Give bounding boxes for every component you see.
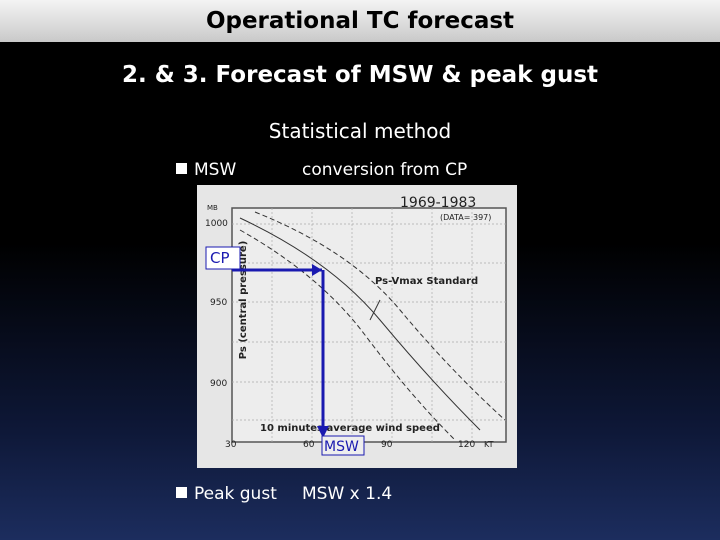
bullet: Peak gust MSW x 1.4 bbox=[176, 484, 392, 504]
x-label: 30 bbox=[225, 440, 237, 450]
bullet-label: MSW bbox=[194, 160, 237, 180]
header-title: Operational TC forecast bbox=[0, 0, 720, 42]
slide-title: 2. & 3. Forecast of MSW & peak gust bbox=[121, 62, 599, 88]
figure-data-count: (DATA= 397) bbox=[440, 213, 491, 222]
figure-period: 1969-1983 bbox=[400, 195, 476, 211]
curve-label: Ps-Vmax Standard bbox=[375, 276, 478, 287]
x-unit: KT bbox=[484, 440, 494, 449]
x-label: 90 bbox=[381, 440, 393, 450]
x-label: 120 bbox=[458, 440, 475, 450]
cp-box bbox=[205, 246, 241, 270]
bullet-text: conversion from CP bbox=[302, 160, 468, 180]
bullet-label: Peak gust bbox=[194, 484, 277, 504]
y-label: 900 bbox=[210, 379, 227, 389]
curves bbox=[239, 211, 506, 441]
grid bbox=[232, 208, 506, 442]
y-label: 1000 bbox=[205, 219, 228, 229]
x-title: 10 minutes average wind speed bbox=[260, 423, 440, 434]
y-unit: MB bbox=[207, 204, 218, 212]
msw-marker: MSW bbox=[324, 439, 359, 455]
cp-arrow bbox=[205, 246, 365, 456]
arrow-head bbox=[312, 264, 322, 276]
y-title: Ps (central pressure) bbox=[238, 241, 249, 360]
slide-subtitle: Statistical method bbox=[268, 119, 452, 143]
arrow-head bbox=[317, 426, 329, 438]
x-label: 60 bbox=[303, 440, 315, 450]
y-label: 950 bbox=[210, 298, 227, 308]
bullet: MSW conversion from CP bbox=[176, 160, 467, 180]
msw-box bbox=[321, 435, 365, 456]
bullet-text: MSW x 1.4 bbox=[302, 484, 393, 504]
cp-marker: CP bbox=[210, 249, 230, 267]
plot-frame bbox=[231, 207, 507, 443]
